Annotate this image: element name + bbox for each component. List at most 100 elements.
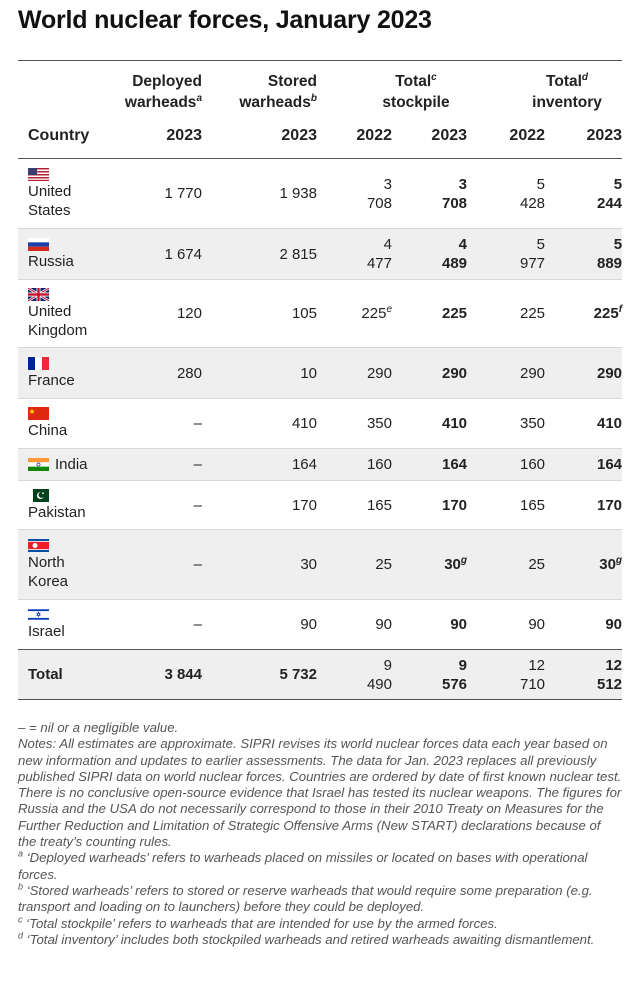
us-flag-icon <box>28 167 49 181</box>
footnote-marker-g: g <box>460 555 468 566</box>
country-cell: United Kingdom <box>18 280 110 348</box>
total-inventory-2023-value: 12 512 <box>545 650 622 700</box>
total-label: Total <box>28 666 63 683</box>
country-name-line2: States <box>28 201 71 219</box>
inventory-2023-value: 5 889 <box>545 229 622 280</box>
table-row-china: China – 410 350 410 350 410 <box>18 399 623 449</box>
country-name-line1: United <box>28 302 72 320</box>
stockpile-2022-value: 4 477 <box>317 229 392 280</box>
country-name-line1: United <box>28 182 72 200</box>
deployed-value: – <box>193 415 202 432</box>
stockpile-2022-value: 90 <box>375 616 392 633</box>
note-nil: – = nil or a negligible value. <box>18 720 179 735</box>
inventory-2023-value: 290 <box>597 364 623 382</box>
header-deployed-line2: warheads <box>124 94 197 111</box>
value-part-1: 3 <box>458 175 468 193</box>
inventory-2022-value: 350 <box>519 415 546 432</box>
value-part-2: 576 <box>441 675 468 693</box>
value-part-1: 5 <box>613 175 623 193</box>
header-year-stockpile-2022: 2022 <box>356 127 392 144</box>
north-korea-flag-icon <box>28 538 49 552</box>
note-b-text: ‘Stored warheads’ refers to stored or re… <box>18 882 593 915</box>
stockpile-2022-value: 165 <box>366 496 392 514</box>
inventory-2023-value: 30g <box>545 530 622 600</box>
total-deployed-value: 3 844 <box>164 666 202 683</box>
stored-value: 30 <box>300 556 317 573</box>
total-inventory-2022-value: 12 710 <box>467 650 545 700</box>
inventory-2022-value: 160 <box>519 456 546 473</box>
header-row-groups: Deployed warheadsa Stored warheadsb Tota… <box>18 61 622 114</box>
country-name: Israel <box>28 623 65 640</box>
stockpile-2023-value: 290 <box>441 364 468 382</box>
deployed-value: 120 <box>176 305 202 322</box>
country-name: Russia <box>28 252 74 270</box>
footnote-marker-g: g <box>615 555 623 566</box>
country-name: India <box>55 456 88 473</box>
india-flag-icon <box>28 458 49 471</box>
page-title: World nuclear forces, January 2023 <box>18 6 432 34</box>
russia-flag-icon <box>28 237 49 251</box>
note-c-marker: c <box>18 914 23 925</box>
table-top-rule <box>18 60 622 61</box>
stockpile-2023-value: 164 <box>441 456 468 473</box>
inventory-2022-value: 5 428 <box>467 159 545 229</box>
deployed-value: 1 674 <box>164 245 202 263</box>
value-part-1: 4 <box>383 236 392 253</box>
stockpile-2023-value: 410 <box>441 415 468 432</box>
deployed-value: 1 770 <box>164 185 202 202</box>
country-cell: France <box>18 348 110 399</box>
header-country: Country <box>28 127 90 144</box>
inventory-2023-value: 410 <box>597 415 623 432</box>
note-b-marker: b <box>18 881 24 892</box>
inventory-2023-value: 5 244 <box>545 159 622 229</box>
total-stockpile-2022-value: 9 490 <box>317 650 392 700</box>
value-part-1: 12 <box>605 656 623 674</box>
value-part-2: 477 <box>366 255 392 272</box>
france-flag-icon <box>28 356 49 370</box>
header-deployed-warheads: Deployed warheadsa <box>110 61 202 114</box>
table-row-russia: Russia 1 674 2 815 4 477 4 489 5 977 5 889 <box>18 228 623 280</box>
header-deployed-line1: Deployed <box>132 73 202 90</box>
stockpile-2023-value: 4 489 <box>392 229 467 280</box>
stockpile-2022-value: 160 <box>366 456 392 473</box>
note-c-text: ‘Total stockpile’ refers to warheads tha… <box>26 915 498 931</box>
inventory-2022-value: 90 <box>528 616 546 633</box>
header-year-stockpile-2023: 2023 <box>431 127 468 144</box>
inventory-2022-value: 5 977 <box>467 229 545 280</box>
deployed-value: – <box>193 496 202 514</box>
stockpile-2023-value: 170 <box>441 496 468 514</box>
footnote-marker-e: e <box>386 304 392 315</box>
value-part-1: 12 <box>528 656 546 674</box>
table-row-india: India – 164 160 164 160 164 <box>18 448 623 481</box>
table-row-united-kingdom: United Kingdom 120 105 225e 225 225 225f <box>18 280 623 348</box>
country-cell: United States <box>18 159 110 229</box>
total-stored-value: 5 732 <box>279 666 317 683</box>
inventory-2022-value: 290 <box>519 364 546 382</box>
header-inventory-line1: Total <box>546 73 582 90</box>
stored-value: 1 938 <box>279 185 317 202</box>
inventory-2022-value: 25 <box>528 556 546 573</box>
header-stored-line2: warheads <box>239 94 311 111</box>
header-total-inventory: Totald inventory <box>467 61 622 114</box>
country-name: China <box>28 422 68 439</box>
header-stored-line1: Stored <box>267 73 317 90</box>
header-year-inventory-2022: 2022 <box>509 127 546 144</box>
note-b: b ‘Stored warheads’ refers to stored or … <box>18 881 622 916</box>
country-name: France <box>28 371 75 389</box>
value-part-2: 512 <box>597 675 623 693</box>
value-part-1: 9 <box>458 656 468 674</box>
nuclear-forces-table-container: Deployed warheadsa Stored warheadsb Tota… <box>18 60 623 700</box>
country-cell: China <box>18 399 110 449</box>
footnote-marker-f: f <box>618 304 623 315</box>
table-row-north-korea: North Korea – 30 25 30g 25 30g <box>18 529 623 600</box>
header-year-stored: 2023 <box>281 127 317 144</box>
stockpile-2023-value: 3 708 <box>392 159 467 229</box>
stockpile-2023-value: 225 <box>441 305 468 322</box>
value-part-1: 3 <box>383 175 392 193</box>
uk-flag-icon <box>28 287 49 301</box>
value-part-2: 428 <box>519 194 546 212</box>
table-notes: – = nil or a negligible value. Notes: Al… <box>18 720 622 948</box>
header-stockpile-line1: Total <box>395 73 432 90</box>
stockpile-2022-value: 3 708 <box>317 159 392 229</box>
stockpile-2022-value: 290 <box>366 364 392 382</box>
